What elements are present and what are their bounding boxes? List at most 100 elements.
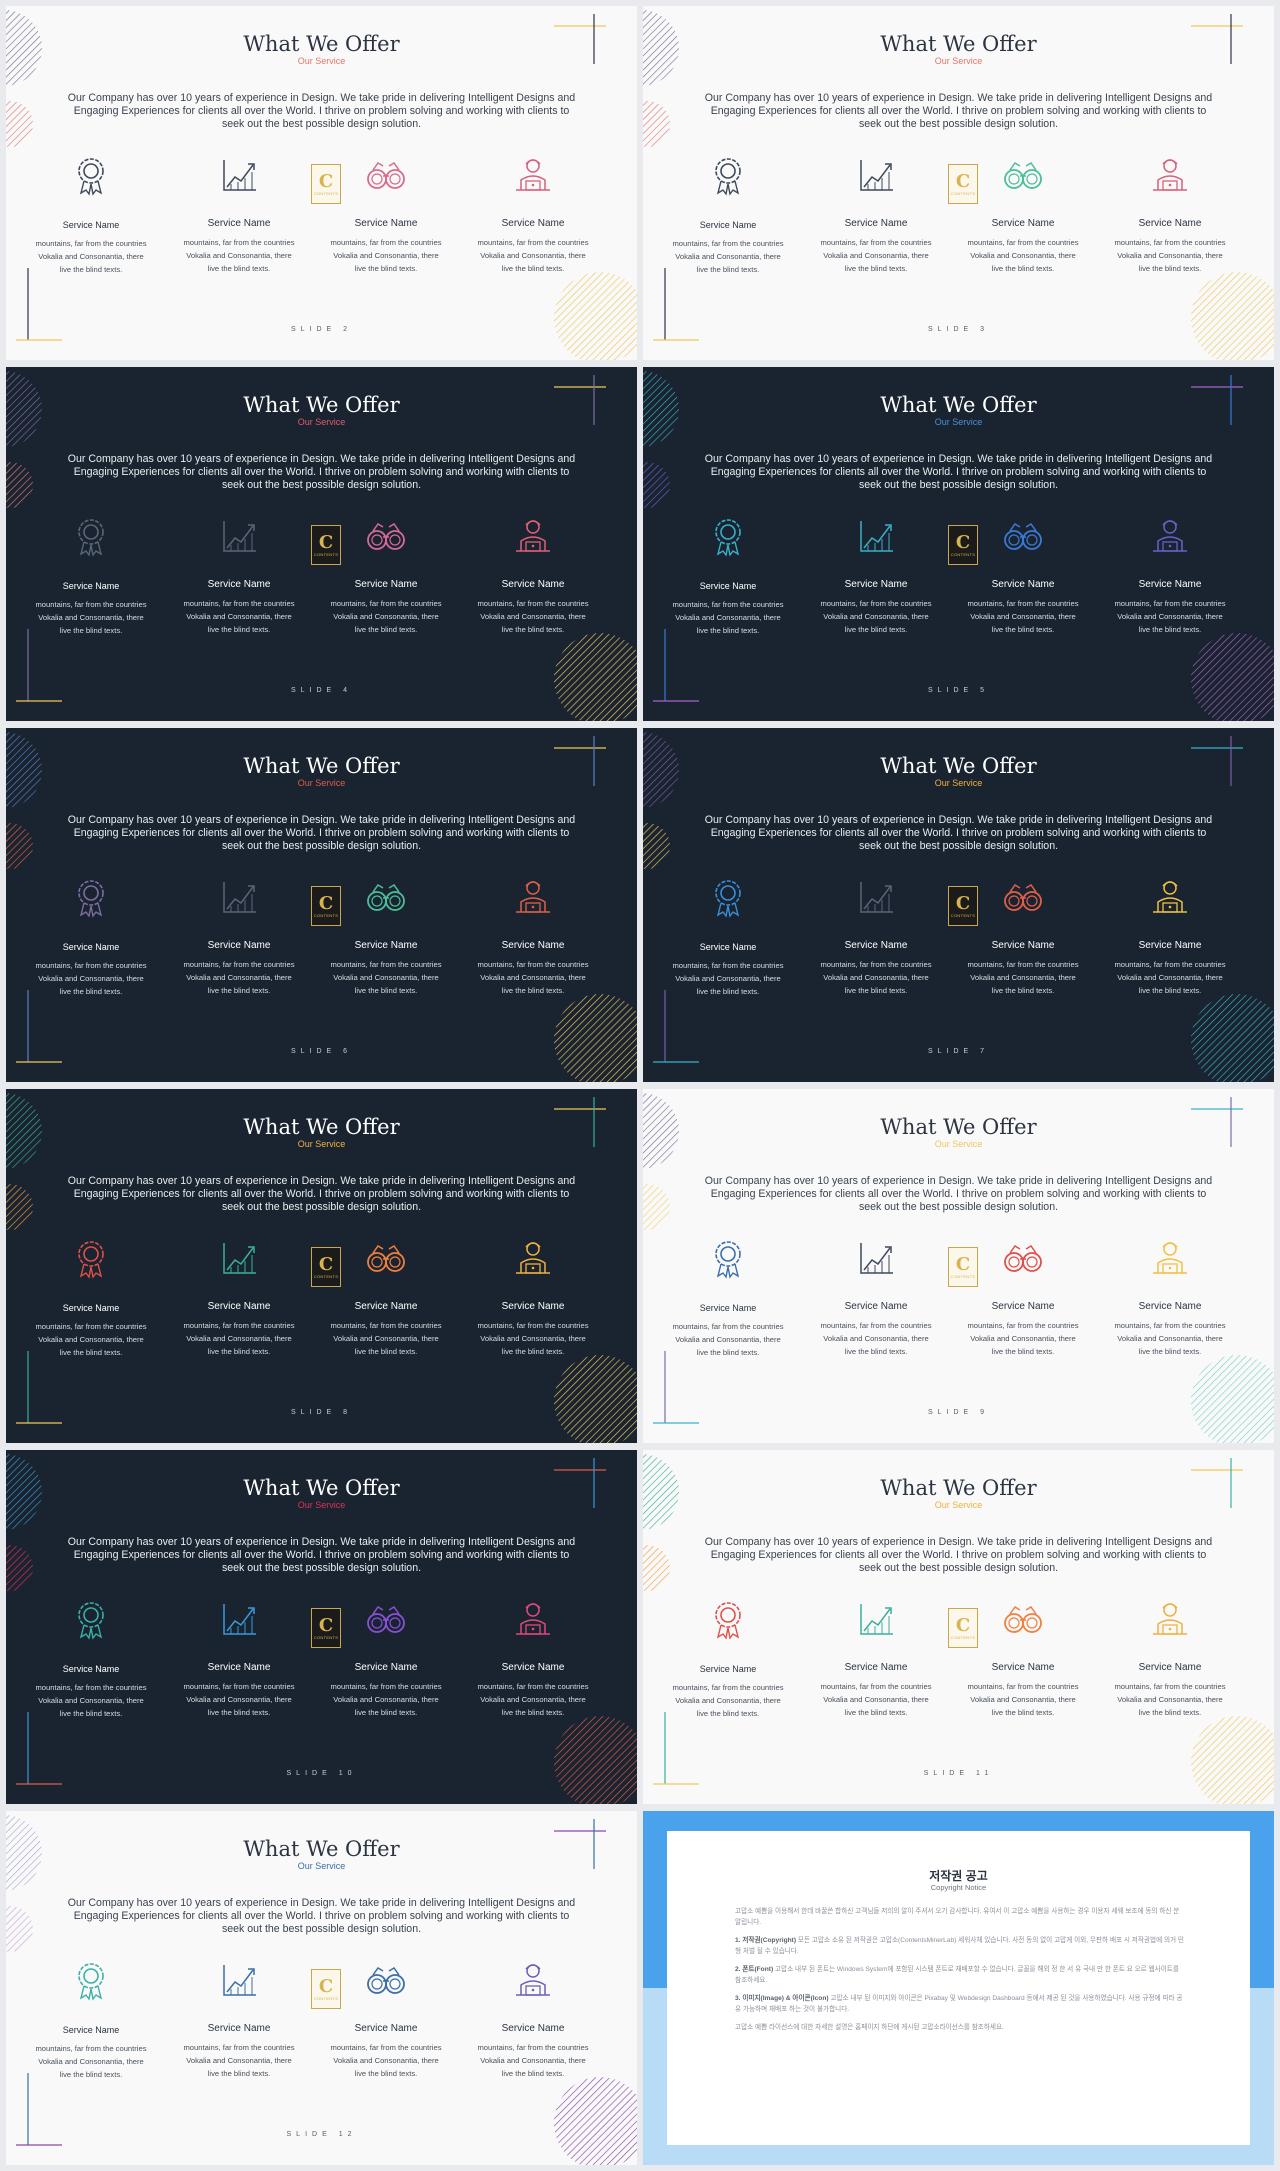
service-card: Service Name mountains, far from the coun…: [26, 515, 156, 637]
slide-intro-text: Our Company has over 10 years of experie…: [67, 453, 576, 491]
service-description: mountains, far from the countries Vokali…: [1114, 599, 1226, 634]
service-name: Service Name: [354, 579, 418, 590]
service-description: mountains, far from the countries Vokali…: [672, 239, 784, 274]
slide-subtitle: Our Service: [297, 1861, 346, 1871]
copyright-subtitle: Copyright Notice: [930, 1883, 987, 1892]
slide-title: What We Offer: [243, 1476, 400, 1500]
chart-icon: [860, 1243, 893, 1274]
service-description: mountains, far from the countries Vokali…: [183, 1321, 295, 1356]
hatched-circle: [6, 1545, 33, 1591]
slide-subtitle: Our Service: [297, 778, 346, 788]
slide-thumbnail[interactable]: What We Offer Our Service Our Company ha…: [6, 1450, 637, 1804]
service-description: mountains, far from the countries Vokali…: [1114, 1682, 1226, 1717]
service-card: Service Name mountains, far from the coun…: [174, 515, 304, 636]
service-name: Service Name: [844, 940, 908, 951]
logo-letter: C: [955, 1614, 971, 1636]
logo-letter: C: [955, 892, 971, 914]
services-row: Service Name mountains, far from the coun…: [663, 515, 1254, 665]
copyright-paragraph: 고맙소 예쁨을 이용해서 한데 바꿀쓴 합하신 고객님들 저희의 알이 주셔서 …: [735, 1907, 1185, 1928]
service-description: mountains, far from the countries Vokali…: [967, 238, 1079, 273]
slide-intro-text: Our Company has over 10 years of experie…: [704, 814, 1213, 852]
binoculars-icon: [367, 1245, 405, 1272]
service-card: Service Name mountains, far from the coun…: [321, 1959, 451, 2080]
slide-intro-text: Our Company has over 10 years of experie…: [67, 92, 576, 130]
service-card: Service Name mountains, far from the coun…: [811, 1237, 941, 1358]
service-name: Service Name: [844, 579, 908, 590]
person-icon: [1153, 1242, 1187, 1274]
service-name: Service Name: [207, 218, 271, 229]
copyright-slide[interactable]: 저작권 공고 Copyright Notice 고맙소 예쁨을 이용해서 한데 바꿀…: [643, 1811, 1274, 2165]
service-card: Service Name mountains, far from the coun…: [174, 1959, 304, 2080]
slide-thumbnail[interactable]: What We Offer Our Service Our Company ha…: [643, 728, 1274, 1082]
hatched-circle: [6, 101, 33, 147]
service-description: mountains, far from the countries Vokali…: [1114, 1321, 1226, 1356]
service-card: Service Name mountains, far from the coun…: [811, 876, 941, 997]
slide-number: SLIDE 6: [290, 1048, 353, 1055]
service-card: Service Name mountains, far from the coun…: [468, 1237, 598, 1358]
slide-thumbnail[interactable]: What We Offer Our Service Our Company ha…: [6, 1811, 637, 2165]
service-name: Service Name: [501, 940, 565, 951]
slide-thumbnail[interactable]: What We Offer Our Service Our Company ha…: [6, 728, 637, 1082]
person-icon: [516, 1603, 550, 1635]
slide-thumbnail[interactable]: What We Offer Our Service Our Company ha…: [643, 6, 1274, 360]
service-description: mountains, far from the countries Vokali…: [183, 2043, 295, 2078]
services-row: Service Name mountains, far from the coun…: [26, 515, 617, 665]
contents-logo: C CONTENTS: [948, 525, 978, 565]
hatched-circle: [643, 1184, 670, 1230]
slide-number: SLIDE 12: [286, 2131, 357, 2138]
slide-title: What We Offer: [880, 1115, 1037, 1139]
service-card: Service Name mountains, far from the coun…: [1105, 154, 1235, 275]
service-name: Service Name: [62, 942, 120, 952]
award-icon: [78, 1241, 104, 1279]
logo-caption: CONTENTS: [313, 1995, 339, 2001]
service-card: Service Name mountains, far from the coun…: [1105, 515, 1235, 636]
slide-subtitle: Our Service: [934, 417, 983, 427]
slide-title: What We Offer: [880, 32, 1037, 56]
contents-logo: C CONTENTS: [311, 1969, 341, 2009]
binoculars-icon: [367, 1967, 405, 1994]
person-icon: [516, 1242, 550, 1274]
service-description: mountains, far from the countries Vokali…: [35, 600, 147, 635]
service-description: mountains, far from the countries Vokali…: [1114, 238, 1226, 273]
slide-subtitle: Our Service: [934, 1139, 983, 1149]
award-icon: [715, 1241, 741, 1279]
slide-thumbnail[interactable]: What We Offer Our Service Our Company ha…: [6, 367, 637, 721]
chart-icon: [223, 1604, 256, 1635]
logo-letter: C: [318, 1253, 334, 1275]
copyright-paragraph: 1. 저작권(Copyright) 모든 고맙소 소유 된 저작권은 고맙소(C…: [735, 1936, 1185, 1957]
service-name: Service Name: [501, 2023, 565, 2034]
service-name: Service Name: [1138, 218, 1202, 229]
service-name: Service Name: [991, 579, 1055, 590]
hatched-circle: [6, 1184, 33, 1230]
service-name: Service Name: [207, 579, 271, 590]
services-row: Service Name mountains, far from the coun…: [663, 1598, 1254, 1748]
service-name: Service Name: [354, 218, 418, 229]
logo-letter: C: [318, 892, 334, 914]
slide-thumbnail[interactable]: What We Offer Our Service Our Company ha…: [643, 1450, 1274, 1804]
service-card: Service Name mountains, far from the coun…: [958, 154, 1088, 275]
service-card: Service Name mountains, far from the coun…: [663, 1598, 793, 1720]
contents-logo: C CONTENTS: [948, 1608, 978, 1648]
service-name: Service Name: [501, 1662, 565, 1673]
slide-thumbnail[interactable]: What We Offer Our Service Our Company ha…: [643, 1089, 1274, 1443]
contents-logo: C CONTENTS: [311, 525, 341, 565]
logo-caption: CONTENTS: [950, 1634, 976, 1640]
service-description: mountains, far from the countries Vokali…: [820, 599, 932, 634]
service-name: Service Name: [699, 1664, 757, 1674]
chart-icon: [223, 1243, 256, 1274]
slide-intro-text: Our Company has over 10 years of experie…: [704, 1175, 1213, 1213]
slide-thumbnail[interactable]: What We Offer Our Service Our Company ha…: [6, 6, 637, 360]
service-name: Service Name: [991, 1662, 1055, 1673]
paragraph-text: 고맙소 예쁨을 이용해서 한데 바꿀쓴 합하신 고객님들 저희의 알이 주셔서 …: [735, 1908, 1180, 1926]
service-card: Service Name mountains, far from the coun…: [468, 1959, 598, 2080]
service-description: mountains, far from the countries Vokali…: [330, 238, 442, 273]
service-name: Service Name: [62, 1303, 120, 1313]
service-card: Service Name mountains, far from the coun…: [1105, 1237, 1235, 1358]
person-icon: [516, 881, 550, 913]
slide-intro-text: Our Company has over 10 years of experie…: [67, 814, 576, 852]
slide-subtitle: Our Service: [934, 56, 983, 66]
slide-thumbnail[interactable]: What We Offer Our Service Our Company ha…: [6, 1089, 637, 1443]
slide-thumbnail[interactable]: What We Offer Our Service Our Company ha…: [643, 367, 1274, 721]
service-description: mountains, far from the countries Vokali…: [183, 238, 295, 273]
copyright-panel: 저작권 공고 Copyright Notice 고맙소 예쁨을 이용해서 한데 바꿀…: [667, 1831, 1250, 2145]
